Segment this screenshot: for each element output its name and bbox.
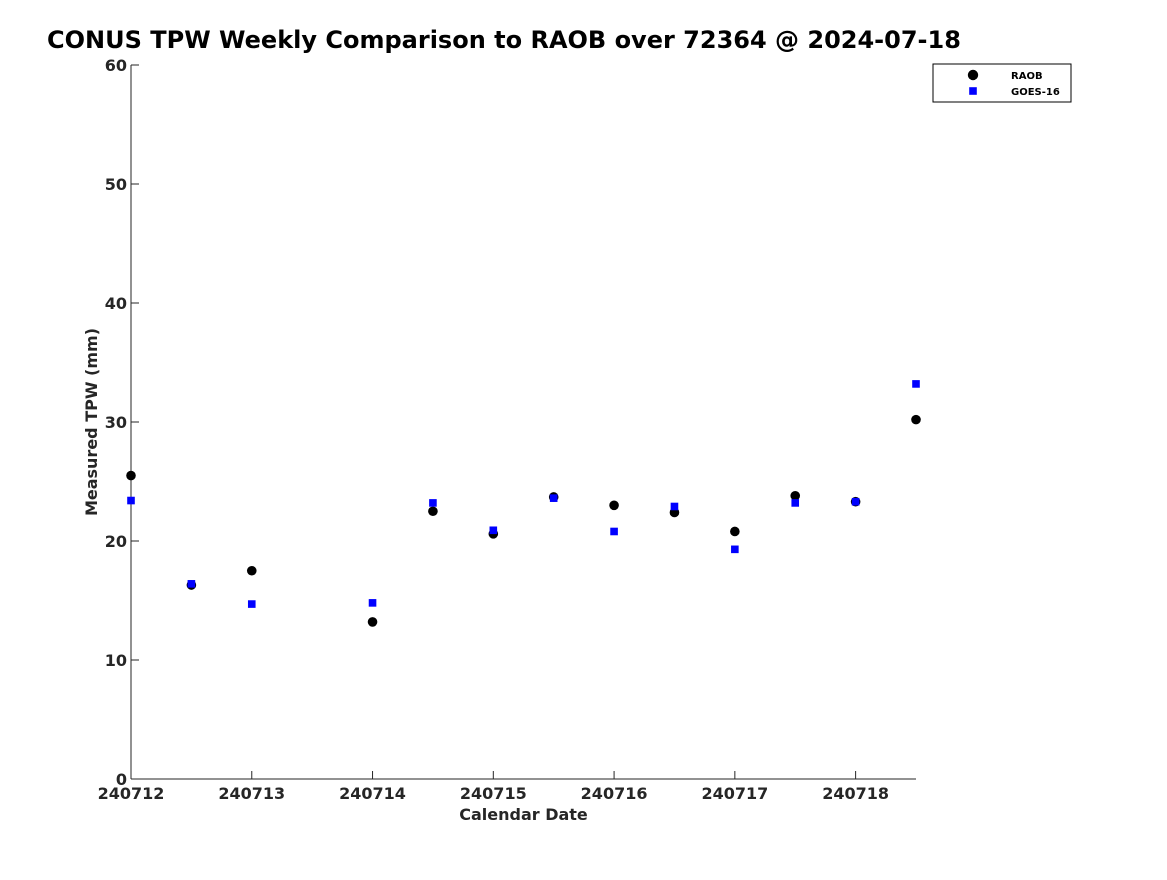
goes-16-point xyxy=(670,502,679,511)
x-tick-label: 240717 xyxy=(701,784,768,803)
x-tick-label: 240716 xyxy=(581,784,648,803)
legend-marker-raob xyxy=(967,69,979,81)
data-marks xyxy=(126,380,921,627)
x-tick-label: 240715 xyxy=(460,784,527,803)
series-goes-16 xyxy=(127,380,920,608)
raob-point xyxy=(246,565,257,576)
x-tick-label: 240712 xyxy=(98,784,165,803)
raob-point xyxy=(428,506,438,517)
goes-16-point xyxy=(851,497,860,506)
goes-16-point xyxy=(247,600,256,608)
ticks: 0 10 20 30 40 50 60 240712 240713 240714 240715 240… xyxy=(98,56,889,803)
goes-16-point xyxy=(731,545,739,554)
raob-point xyxy=(367,617,378,627)
legend: RAOB GOES-16 xyxy=(932,63,1072,103)
goes-16-point xyxy=(368,599,377,607)
chart-title: CONUS TPW Weekly Comparison to RAOB over… xyxy=(47,26,961,54)
y-tick-label: 0 xyxy=(116,770,127,789)
y-tick-label: 60 xyxy=(105,56,127,75)
axes xyxy=(130,65,916,780)
series-raob xyxy=(126,414,921,627)
y-tick-label: 20 xyxy=(105,532,127,551)
y-tick-label: 50 xyxy=(105,175,127,194)
goes-16-point xyxy=(489,526,498,535)
goes-16-point xyxy=(912,380,920,388)
raob-point xyxy=(126,470,136,481)
y-tick-label: 40 xyxy=(105,294,127,313)
y-tick-label: 10 xyxy=(105,651,127,670)
goes-16-point xyxy=(187,580,196,588)
goes-16-point xyxy=(549,494,558,502)
legend-label: GOES-16 xyxy=(1011,87,1060,98)
goes-16-point xyxy=(610,527,618,536)
raob-point xyxy=(609,500,619,511)
legend-marker-goes-16 xyxy=(969,87,977,95)
goes-16-point xyxy=(127,496,135,505)
goes-16-point xyxy=(429,499,437,507)
raob-point xyxy=(730,526,740,537)
raob-point xyxy=(790,490,801,501)
x-tick-label: 240713 xyxy=(218,784,285,803)
goes-16-point xyxy=(791,499,800,507)
legend-box xyxy=(932,63,1072,103)
y-axis-label: Measured TPW (mm) xyxy=(82,328,101,516)
x-tick-label: 240718 xyxy=(822,784,889,803)
raob-point xyxy=(911,414,921,425)
x-axis-label: Calendar Date xyxy=(459,805,588,824)
y-tick-label: 30 xyxy=(105,413,127,432)
legend-label: RAOB xyxy=(1011,71,1043,82)
x-tick-label: 240714 xyxy=(339,784,406,803)
